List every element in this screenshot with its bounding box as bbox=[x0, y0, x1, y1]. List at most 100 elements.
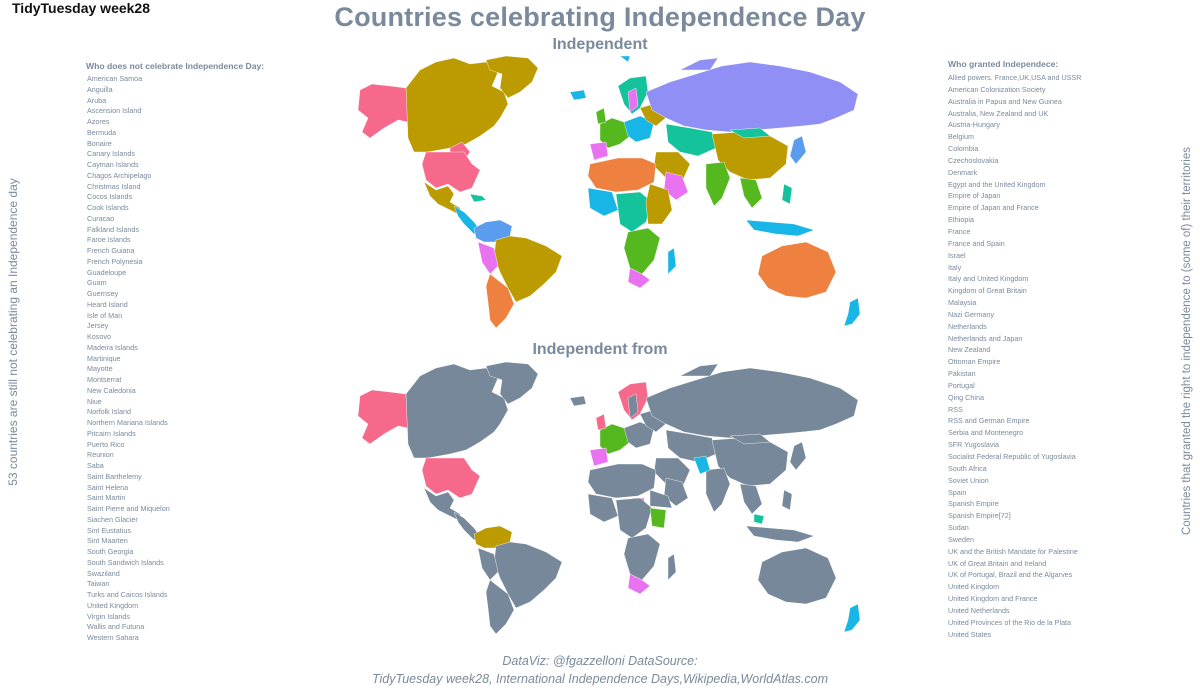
region-svalbard bbox=[619, 55, 631, 63]
region-west-africa bbox=[587, 187, 619, 217]
region-new-zealand bbox=[843, 603, 861, 633]
independent-map bbox=[357, 55, 861, 329]
list-item: Cayman Islands bbox=[87, 160, 139, 169]
region-india bbox=[705, 161, 731, 207]
list-item: Soviet Union bbox=[948, 475, 989, 485]
region-mongolia bbox=[729, 433, 771, 445]
left-vertical-label: 53 countries are still not celebrating a… bbox=[6, 178, 20, 486]
list-item: Wallis and Futuna bbox=[87, 622, 145, 632]
non-celebrating-list-header: Who does not celebrate Independence Day: bbox=[86, 61, 265, 71]
list-item: Italy bbox=[948, 262, 962, 272]
list-item: New Caledonia bbox=[87, 385, 136, 395]
list-item: Norfolk Island bbox=[87, 407, 131, 417]
list-item: Puerto Rico bbox=[87, 439, 125, 449]
region-malaysia bbox=[753, 513, 765, 525]
region-west-africa bbox=[587, 493, 619, 523]
list-item: Kosovo bbox=[87, 332, 111, 341]
region-russia bbox=[645, 367, 859, 439]
non-celebrating-list: Who does not celebrate Independence Day:… bbox=[86, 61, 306, 644]
caption-source: TidyTuesday week28, International Indepe… bbox=[371, 672, 829, 686]
list-item: Australia in Papua and New Guinea bbox=[948, 96, 1062, 106]
list-item: Chagos Archipelago bbox=[87, 170, 152, 180]
region-arabia bbox=[663, 477, 689, 507]
list-item: Isle of Man bbox=[87, 310, 123, 320]
region-western-europe bbox=[599, 117, 631, 149]
list-item: Falkland Islands bbox=[87, 224, 139, 234]
list-item: United Provinces of the Rio de la Plata bbox=[948, 617, 1072, 627]
region-mongolia bbox=[729, 127, 771, 139]
granting-items: Allied powers. France,UK,USA and USSR Ame… bbox=[948, 72, 1148, 641]
list-item: Taiwan bbox=[87, 579, 110, 589]
list-item: UK and the British Mandate for Palestine bbox=[948, 546, 1078, 556]
list-item: Guadeloupe bbox=[87, 267, 127, 277]
list-item: United Kingdom bbox=[87, 600, 139, 610]
region-india bbox=[705, 467, 731, 513]
list-item: Madeira Islands bbox=[87, 342, 138, 352]
list-item: Northern Mariana Islands bbox=[87, 418, 168, 427]
region-iceland bbox=[569, 89, 587, 101]
list-item: American Colonization Society bbox=[948, 84, 1046, 94]
region-argentina bbox=[485, 579, 515, 635]
region-alaska bbox=[357, 83, 409, 139]
list-item: Qing China bbox=[948, 392, 984, 402]
region-russia bbox=[645, 61, 859, 133]
list-item: Niue bbox=[87, 396, 102, 406]
region-central-africa bbox=[615, 191, 653, 233]
list-item: Australia, New Zealand and UK bbox=[948, 108, 1049, 118]
list-item: Heard Island bbox=[87, 299, 128, 309]
list-item: Guam bbox=[87, 278, 107, 288]
region-iberia bbox=[589, 141, 609, 161]
region-japan bbox=[789, 441, 807, 471]
list-item: Nazi Germany bbox=[948, 309, 994, 319]
independent-map-title: Independent bbox=[552, 36, 648, 53]
region-argentina bbox=[485, 273, 515, 329]
list-item: Colombia bbox=[948, 144, 979, 154]
list-item: United States bbox=[948, 629, 992, 639]
region-central-asia bbox=[665, 123, 717, 157]
list-item: American Samoa bbox=[87, 74, 143, 83]
list-item: Spanish Empire[72] bbox=[948, 511, 1011, 521]
region-siberia-cap bbox=[679, 363, 719, 377]
region-philippines bbox=[781, 183, 793, 205]
region-south-africa bbox=[627, 267, 651, 289]
list-item: Christmas Island bbox=[87, 181, 141, 191]
list-item: Curacao bbox=[87, 213, 115, 223]
list-item: Italy and United Kingdom bbox=[948, 274, 1029, 284]
independent-from-map bbox=[357, 361, 861, 635]
list-item: UK of Portugal, Brazil and the Algarves bbox=[948, 570, 1073, 580]
page-title: Countries celebrating Independence Day bbox=[334, 2, 866, 32]
region-siberia-cap bbox=[679, 57, 719, 71]
region-southeast-asia bbox=[739, 177, 763, 209]
right-vertical-label: Countries that granted the right to inde… bbox=[1181, 146, 1193, 536]
list-item: Virgin Islands bbox=[87, 611, 131, 621]
region-southeast-asia bbox=[739, 483, 763, 515]
independent-from-map-title: Independent from bbox=[532, 341, 668, 358]
granting-list: Who granted Independece: Allied powers. … bbox=[948, 59, 1148, 641]
region-madagascar bbox=[667, 247, 677, 275]
list-item: Saint Pierre and Miquelon bbox=[87, 504, 170, 513]
region-central-africa bbox=[615, 497, 653, 539]
list-item: France bbox=[948, 226, 971, 236]
list-item: Sudan bbox=[948, 523, 969, 533]
region-canada bbox=[405, 363, 509, 459]
region-pakistan bbox=[693, 455, 711, 475]
region-ethiopia bbox=[649, 507, 667, 529]
list-item: Sint Maarten bbox=[87, 536, 128, 546]
list-item: Bonaire bbox=[87, 138, 112, 148]
list-item: Western Sahara bbox=[87, 633, 139, 642]
list-item: Allied powers. France,UK,USA and USSR bbox=[948, 73, 1082, 82]
region-japan bbox=[789, 135, 807, 165]
region-caribbean bbox=[469, 193, 487, 203]
non-celebrating-items: American Samoa Anguilla Aruba Ascension Isl… bbox=[86, 74, 306, 644]
region-usa bbox=[421, 457, 481, 499]
region-canada bbox=[405, 57, 509, 153]
region-arabia bbox=[663, 171, 689, 201]
list-item: South Sandwich Islands bbox=[87, 557, 164, 567]
list-item: Azores bbox=[87, 117, 110, 126]
list-item: Ethiopia bbox=[948, 215, 974, 225]
tidytuesday-tag: TidyTuesday week28 bbox=[12, 0, 150, 16]
region-australia bbox=[757, 547, 837, 605]
list-item: Guernsey bbox=[87, 289, 119, 298]
list-item: Empire of Japan and France bbox=[948, 203, 1039, 213]
list-item: Kingdom of Great Britain bbox=[948, 286, 1027, 296]
